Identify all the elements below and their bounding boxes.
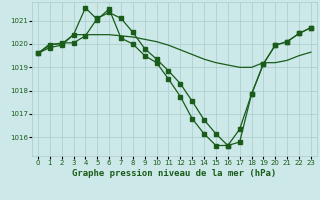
X-axis label: Graphe pression niveau de la mer (hPa): Graphe pression niveau de la mer (hPa) bbox=[72, 169, 276, 178]
